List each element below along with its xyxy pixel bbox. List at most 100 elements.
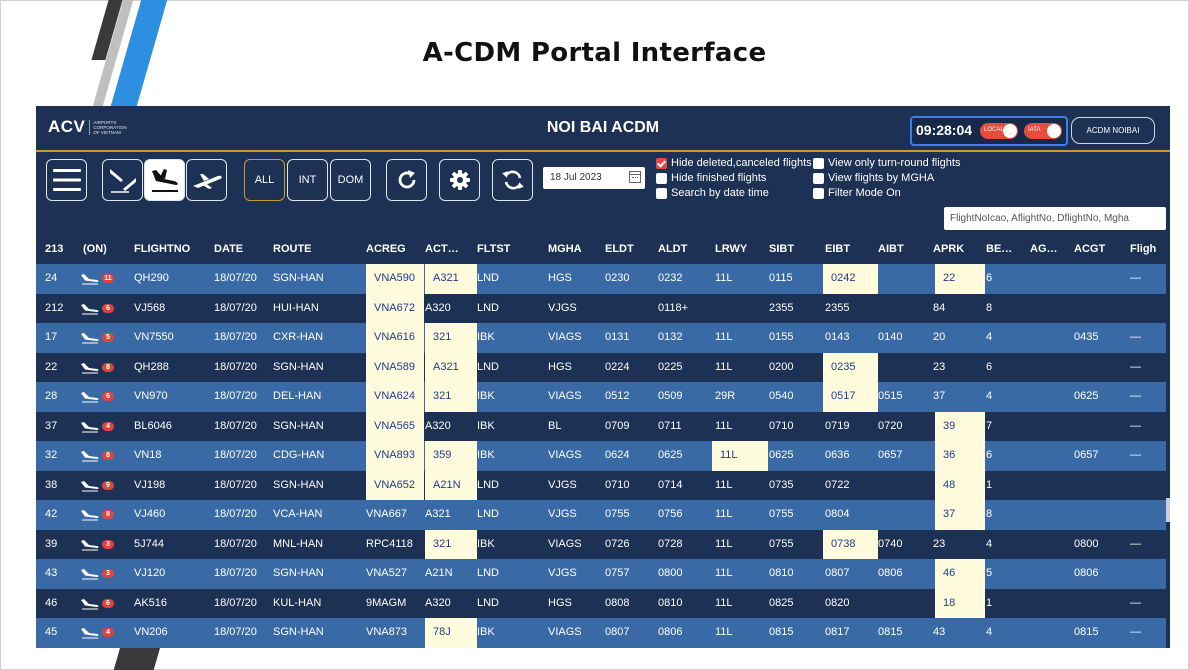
scrollbar-thumb[interactable] bbox=[1166, 498, 1170, 522]
cell-date: 18/07/20 bbox=[214, 596, 257, 609]
table-row[interactable]: 24 11 QH290 18/07/20 SGN-HAN VNA590 A321 LND HGS… bbox=[36, 264, 1166, 294]
local-time-toggle[interactable]: LOCAL bbox=[980, 123, 1018, 139]
cell-aprk: 18 bbox=[943, 596, 956, 609]
airport-select-button[interactable]: ACDM NOIBAI bbox=[1071, 117, 1155, 144]
cell-date: 18/07/20 bbox=[214, 331, 257, 343]
column-header[interactable]: MGHA bbox=[548, 243, 582, 255]
cell-acreg: VNA589 bbox=[374, 360, 415, 373]
settings-button[interactable] bbox=[439, 159, 480, 201]
table-row[interactable]: 22 8 QH288 18/07/20 SGN-HAN VNA589 A321 LND HGS 0… bbox=[36, 352, 1166, 382]
toggle-knob bbox=[1003, 124, 1017, 138]
cell-lrwy: 11L bbox=[715, 626, 733, 638]
status-badge: 6 bbox=[102, 303, 114, 313]
departures-button[interactable] bbox=[186, 159, 227, 201]
column-header[interactable]: ACGT bbox=[1074, 243, 1106, 255]
column-header[interactable]: LRWY bbox=[715, 243, 748, 255]
filter-mode-checkbox[interactable]: Filter Mode On bbox=[813, 187, 901, 199]
status-badge: 5 bbox=[102, 333, 114, 342]
plane-landing-icon bbox=[81, 333, 99, 344]
table-row[interactable]: 39 3 5J744 18/07/20 MNL-HAN RPC4118 321 IBK VIAG… bbox=[36, 529, 1166, 559]
table-row[interactable]: 28 6 VN970 18/07/20 DEL-HAN VNA624 321 IBK VIAGS… bbox=[36, 382, 1166, 412]
table-row[interactable]: 212 6 VJ568 18/07/20 HUI-HAN VNA672 A320 LND VJG… bbox=[36, 293, 1166, 323]
highlighted-cell-bg bbox=[425, 529, 477, 559]
column-header[interactable]: SIBT bbox=[769, 243, 795, 255]
column-header[interactable]: AG… bbox=[1030, 243, 1058, 255]
column-header[interactable]: ELDT bbox=[605, 243, 634, 255]
calendar-icon[interactable] bbox=[629, 171, 641, 183]
column-header[interactable]: (ON) bbox=[83, 243, 107, 255]
column-header[interactable]: ACREG bbox=[366, 243, 406, 255]
column-header[interactable]: AIBT bbox=[878, 243, 904, 255]
cell-act: A21N bbox=[433, 478, 461, 491]
column-header[interactable]: ACT… bbox=[425, 243, 459, 255]
flight-search-input[interactable]: FlightNoIcao, AflightNo, DflightNo, Mgha bbox=[944, 207, 1166, 230]
date-picker[interactable]: 18 Jul 2023 bbox=[543, 167, 645, 189]
cell-eibt: 0719 bbox=[825, 419, 850, 432]
filter-all-button[interactable]: ALL bbox=[244, 159, 285, 201]
cell-acreg: VNA672 bbox=[374, 301, 415, 314]
menu-button[interactable] bbox=[46, 159, 87, 201]
cell-aldt: 0118+ bbox=[658, 301, 689, 314]
acv-logo: ACV AIRPORTS CORPORATION OF VIETNAM bbox=[48, 117, 133, 137]
sync-button[interactable] bbox=[492, 159, 533, 201]
cell-sibt: 0155 bbox=[769, 331, 794, 343]
search-by-date-checkbox[interactable]: Search by date time bbox=[656, 187, 769, 199]
iata-toggle[interactable]: IATA bbox=[1024, 123, 1062, 139]
column-header[interactable]: FLTST bbox=[477, 243, 511, 255]
column-header[interactable]: BE… bbox=[986, 243, 1013, 255]
table-row[interactable]: 38 9 VJ198 18/07/20 SGN-HAN VNA652 A21N LND VJGS… bbox=[36, 470, 1166, 500]
highlighted-cell-bg bbox=[366, 470, 424, 500]
acdm-portal-window: ACV AIRPORTS CORPORATION OF VIETNAM NOI … bbox=[36, 106, 1170, 648]
cell-id: 22 bbox=[45, 360, 58, 373]
cell-mgha: VJGS bbox=[548, 301, 577, 314]
highlighted-cell-bg bbox=[366, 382, 424, 412]
column-header[interactable]: FLIGHTNO bbox=[134, 243, 191, 255]
cell-act: A321 bbox=[433, 360, 459, 373]
table-row[interactable]: 42 8 VJ460 18/07/20 VCA-HAN VNA667 A321 LND VJGS… bbox=[36, 500, 1166, 530]
table-row[interactable]: 32 8 VN18 18/07/20 CDG-HAN VNA893 359 IBK VIAGS 0… bbox=[36, 441, 1166, 471]
column-header[interactable]: 213 bbox=[45, 243, 64, 255]
table-row[interactable]: 43 3 VJ120 18/07/20 SGN-HAN VNA527 A21N LND VJGS… bbox=[36, 559, 1166, 589]
checkbox-box[interactable] bbox=[656, 187, 667, 199]
table-row[interactable]: 45 4 VN206 18/07/20 SGN-HAN VNA873 78J IBK VIAGS… bbox=[36, 618, 1166, 648]
refresh-button[interactable] bbox=[386, 159, 427, 201]
cell-be: 4 bbox=[986, 537, 993, 550]
table-row[interactable]: 46 6 AK516 18/07/20 KUL-HAN 9MAGM A320 LND HGS 08… bbox=[36, 588, 1166, 618]
hide-finished-checkbox[interactable]: Hide finished flights bbox=[656, 172, 766, 184]
table-row[interactable]: 17 5 VN7550 18/07/20 CXR-HAN VNA616 321 IBK VIAG… bbox=[36, 323, 1166, 353]
cell-aibt: 0720 bbox=[878, 419, 903, 432]
highlighted-cell-bg bbox=[425, 618, 477, 648]
cell-sibt: 0735 bbox=[769, 478, 794, 491]
table-row[interactable]: 37 4 BL6046 18/07/20 SGN-HAN VNA565 A320 IBK BL 0… bbox=[36, 411, 1166, 441]
cell-id: 212 bbox=[45, 301, 64, 314]
column-header[interactable]: ALDT bbox=[658, 243, 688, 255]
column-header[interactable]: EIBT bbox=[825, 243, 851, 255]
mgha-checkbox[interactable]: View flights by MGHA bbox=[813, 172, 934, 184]
checkbox-box[interactable] bbox=[656, 157, 667, 169]
cell-date: 18/07/20 bbox=[214, 478, 257, 491]
cell-aibt: 0740 bbox=[878, 537, 903, 550]
cell-lrwy: 11L bbox=[720, 449, 738, 461]
column-header[interactable]: ROUTE bbox=[273, 243, 312, 255]
column-header[interactable]: APRK bbox=[933, 243, 965, 255]
cell-act: A320 bbox=[425, 419, 451, 432]
all-movements-button[interactable] bbox=[102, 159, 143, 201]
highlighted-cell-bg bbox=[366, 264, 424, 294]
plane-landing-icon bbox=[81, 392, 99, 403]
filter-dom-button[interactable]: DOM bbox=[330, 159, 371, 201]
checkbox-box[interactable] bbox=[813, 172, 824, 184]
column-header[interactable]: Fligh bbox=[1130, 243, 1157, 255]
checkbox-box[interactable] bbox=[656, 172, 667, 184]
turn-round-checkbox[interactable]: View only turn-round flights bbox=[813, 157, 960, 169]
cell-eldt: 0726 bbox=[605, 537, 630, 550]
checkbox-box[interactable] bbox=[813, 187, 824, 199]
arrivals-button[interactable] bbox=[144, 159, 185, 201]
filter-all-label: ALL bbox=[254, 174, 275, 186]
filter-int-button[interactable]: INT bbox=[287, 159, 328, 201]
column-header[interactable]: DATE bbox=[214, 243, 244, 255]
checkbox-box[interactable] bbox=[813, 157, 824, 169]
cell-act: 321 bbox=[433, 390, 452, 402]
cell-aprk: 37 bbox=[943, 508, 956, 520]
hide-deleted-checkbox[interactable]: Hide deleted,canceled flights bbox=[656, 157, 812, 169]
plane-landing-icon bbox=[151, 169, 178, 192]
